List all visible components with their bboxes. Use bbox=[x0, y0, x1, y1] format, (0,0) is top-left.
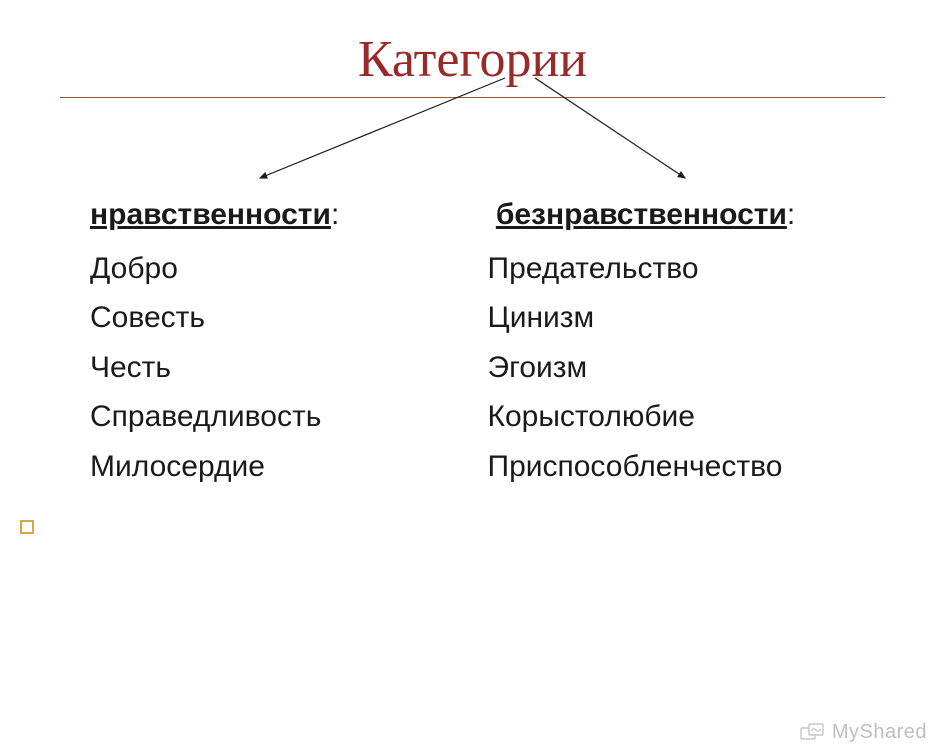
watermark-my: My bbox=[832, 721, 860, 743]
arrow-left bbox=[260, 78, 505, 178]
right-header-colon: : bbox=[787, 198, 795, 231]
watermark: MyShared bbox=[800, 721, 927, 744]
list-item: Справедливость bbox=[90, 395, 458, 439]
columns-wrapper: нравственности: Добро Совесть Честь Спра… bbox=[60, 193, 885, 494]
list-item: Совесть bbox=[90, 296, 458, 340]
watermark-text: MyShared bbox=[832, 721, 927, 744]
left-header: нравственности: bbox=[90, 193, 458, 237]
list-item: Честь bbox=[90, 346, 458, 390]
list-item: Цинизм bbox=[488, 296, 856, 340]
list-item: Милосердие bbox=[90, 445, 458, 489]
branching-arrows bbox=[60, 68, 885, 198]
left-header-colon: : bbox=[331, 198, 339, 231]
arrows-region bbox=[60, 98, 885, 193]
arrow-right bbox=[535, 78, 685, 178]
right-header: безнравственности: bbox=[488, 193, 856, 237]
list-item: Приспособленчество bbox=[488, 445, 856, 489]
right-header-text: безнравственности bbox=[496, 198, 787, 231]
list-item: Предательство bbox=[488, 247, 856, 291]
column-left: нравственности: Добро Совесть Честь Спра… bbox=[90, 193, 458, 494]
column-right: безнравственности: Предательство Цинизм … bbox=[488, 193, 856, 494]
left-header-text: нравственности bbox=[90, 198, 331, 231]
watermark-logo-icon bbox=[800, 722, 826, 744]
list-item: Добро bbox=[90, 247, 458, 291]
watermark-shared: Shared bbox=[860, 721, 928, 743]
list-item: Эгоизм bbox=[488, 346, 856, 390]
slide-marker-icon bbox=[20, 520, 34, 534]
list-item: Корыстолюбие bbox=[488, 395, 856, 439]
slide-container: Категории нравственности: Добро Совесть … bbox=[0, 0, 945, 756]
